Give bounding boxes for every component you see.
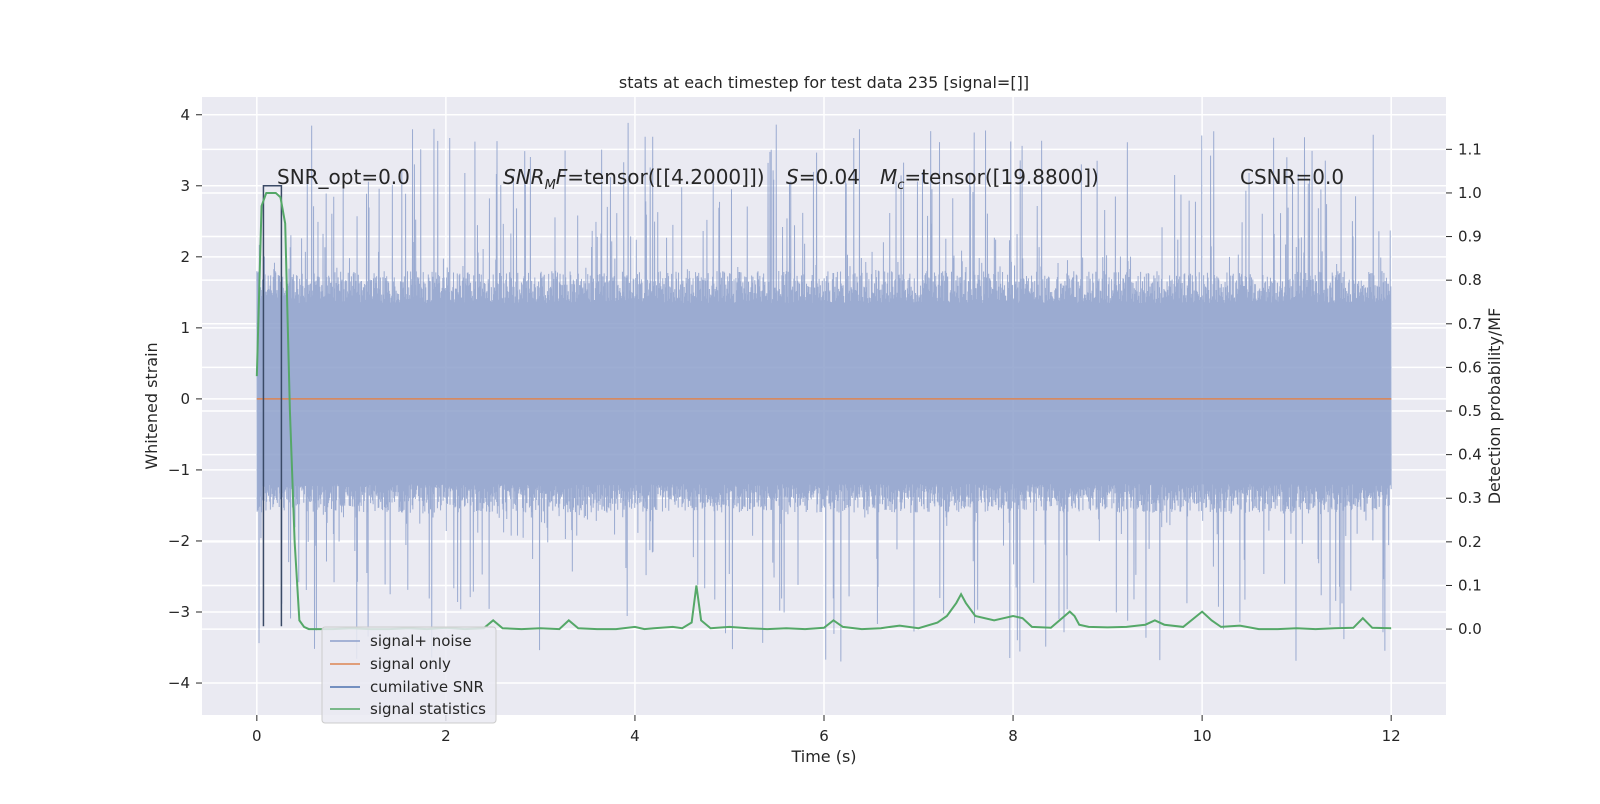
legend-item-signal-statistics: signal statistics [330,700,486,718]
y-right-tick-label: 0.6 [1458,358,1482,376]
y-left-tick-label: 2 [180,248,190,266]
chart-title: stats at each timestep for test data 235… [619,73,1029,92]
annotation-csnr: CSNR=0.0 [1240,165,1344,189]
y-right-tick-label: 0.4 [1458,446,1482,464]
legend-item-cumilative-snr: cumilative SNR [330,678,484,696]
legend-label-signal-only: signal only [370,655,451,673]
legend-label-signal-statistics: signal statistics [370,700,486,718]
x-tick-label: 8 [1008,727,1018,745]
series-signal-noise-line [256,122,1392,662]
legend-box [321,626,497,724]
x-tick-label: 12 [1382,727,1401,745]
y-right-tick-label: 0.1 [1458,576,1482,594]
annotation-snr-opt: SNR_opt=0.0 [277,165,410,189]
x-tick-label: 10 [1193,727,1212,745]
y-left-tick-label: 4 [180,106,190,124]
legend-item-signal-only: signal only [330,655,451,673]
y-right-tick-label: 0.5 [1458,402,1482,420]
annotation-mc: Mc=tensor([19.8800]) [880,165,1099,193]
y-axis-left-label: Whitened strain [142,342,161,469]
axes: 0 2 4 6 8 10 12−4−3−2−1012340.00.10.20.30.40.5… [168,106,1482,745]
legend: signal+ noise signal only cumilative SNR… [321,626,497,724]
legend-item-signal-noise: signal+ noise [330,632,472,650]
x-tick-label: 4 [630,727,640,745]
y-right-tick-label: 0.3 [1458,489,1482,507]
legend-label-signal-noise: signal+ noise [370,632,472,650]
x-tick-label: 6 [819,727,829,745]
y-left-tick-label: 0 [180,390,190,408]
y-left-tick-label: −1 [168,461,190,479]
y-left-tick-label: 1 [180,319,190,337]
x-tick-label: 0 [252,727,262,745]
x-tick-label: 2 [441,727,451,745]
y-left-tick-label: 3 [180,177,190,195]
y-left-tick-label: −4 [168,674,190,692]
y-axis-right-label: Detection probability/MF [1485,308,1504,505]
y-right-tick-label: 0.2 [1458,533,1482,551]
series-cumilative-snr-line [262,185,283,627]
y-right-tick-label: 1.0 [1458,184,1482,202]
annotation-s: S=0.04 [786,165,860,189]
x-axis-label: Time (s) [790,747,856,766]
annotations: SNR_opt=0.0 SNRMF=tensor([[4.2000]]) S=0… [277,165,1344,193]
y-left-tick-label: −3 [168,603,190,621]
annotation-snr-mf: SNRMF=tensor([[4.2000]]) [503,165,765,193]
y-right-tick-label: 0.0 [1458,620,1482,638]
y-right-tick-label: 0.7 [1458,315,1482,333]
data-layer [255,122,1392,662]
legend-label-cumilative-snr: cumilative SNR [370,678,484,696]
y-right-tick-label: 0.8 [1458,271,1482,289]
y-right-tick-label: 1.1 [1458,140,1482,158]
y-left-tick-label: −2 [168,532,190,550]
y-right-tick-label: 0.9 [1458,228,1482,246]
